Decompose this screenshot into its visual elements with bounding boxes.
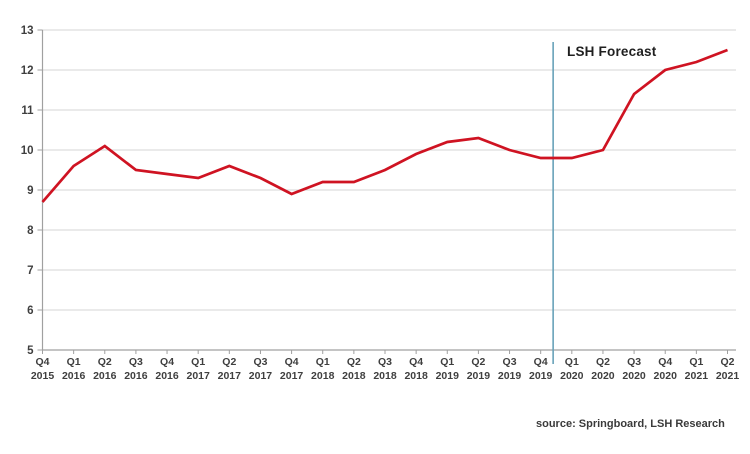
x-tick-label-year: 2016 — [93, 370, 117, 382]
y-tick-label: 6 — [27, 305, 33, 317]
x-tick-label-year: 2019 — [498, 370, 522, 382]
y-tick-label: 10 — [21, 145, 34, 157]
x-tick-label-quarter: Q2 — [222, 356, 236, 368]
x-tick-label-year: 2017 — [280, 370, 304, 382]
x-tick-label-year: 2020 — [560, 370, 584, 382]
x-tick-label-quarter: Q3 — [129, 356, 143, 368]
x-tick-label-year: 2016 — [124, 370, 148, 382]
x-tick-label-year: 2017 — [218, 370, 242, 382]
y-tick-label: 12 — [21, 65, 34, 77]
x-tick-label-quarter: Q4 — [534, 356, 548, 368]
y-tick-label: 13 — [21, 25, 34, 37]
x-tick-label-year: 2016 — [62, 370, 86, 382]
x-tick-label-quarter: Q1 — [689, 356, 703, 368]
x-tick-label-quarter: Q1 — [565, 356, 579, 368]
x-tick-label-quarter: Q1 — [67, 356, 81, 368]
x-tick-label-year: 2021 — [685, 370, 709, 382]
x-tick-label-quarter: Q2 — [98, 356, 112, 368]
x-tick-label-year: 2019 — [467, 370, 491, 382]
y-tick-label: 11 — [21, 105, 34, 117]
x-tick-label-quarter: Q1 — [316, 356, 330, 368]
x-tick-label-quarter: Q3 — [378, 356, 392, 368]
x-tick-label-year: 2015 — [31, 370, 55, 382]
x-tick-label-quarter: Q4 — [658, 356, 672, 368]
x-tick-label-year: 2017 — [249, 370, 273, 382]
x-tick-label-year: 2018 — [404, 370, 428, 382]
x-tick-label-quarter: Q4 — [160, 356, 174, 368]
forecast-annotation-label: LSH Forecast — [567, 44, 657, 59]
x-tick-label-quarter: Q3 — [503, 356, 517, 368]
source-text: source: Springboard, LSH Research — [536, 418, 725, 430]
x-tick-label-quarter: Q2 — [596, 356, 610, 368]
x-tick-label-quarter: Q4 — [285, 356, 299, 368]
x-tick-label-year: 2018 — [342, 370, 366, 382]
x-tick-label-year: 2018 — [373, 370, 397, 382]
x-tick-label-year: 2019 — [436, 370, 460, 382]
y-tick-label: 9 — [27, 185, 33, 197]
x-tick-label-quarter: Q2 — [471, 356, 485, 368]
x-tick-label-year: 2020 — [622, 370, 646, 382]
x-tick-label-quarter: Q3 — [627, 356, 641, 368]
x-tick-label-quarter: Q2 — [347, 356, 361, 368]
x-tick-label-quarter: Q3 — [253, 356, 267, 368]
x-tick-label-year: 2016 — [155, 370, 179, 382]
x-tick-label-quarter: Q4 — [409, 356, 423, 368]
x-tick-label-quarter: Q2 — [720, 356, 734, 368]
x-tick-label-year: 2020 — [654, 370, 678, 382]
x-tick-label-year: 2019 — [529, 370, 553, 382]
x-tick-label-year: 2020 — [591, 370, 615, 382]
y-tick-label: 8 — [27, 225, 34, 237]
y-tick-label: 5 — [27, 345, 34, 357]
x-tick-label-year: 2021 — [716, 370, 740, 382]
y-tick-label: 7 — [27, 265, 33, 277]
x-tick-label-quarter: Q1 — [440, 356, 454, 368]
x-tick-label-quarter: Q1 — [191, 356, 205, 368]
x-tick-label-quarter: Q4 — [35, 356, 49, 368]
x-tick-label-year: 2017 — [187, 370, 211, 382]
x-tick-label-year: 2018 — [311, 370, 335, 382]
series-line — [41, 48, 728, 203]
